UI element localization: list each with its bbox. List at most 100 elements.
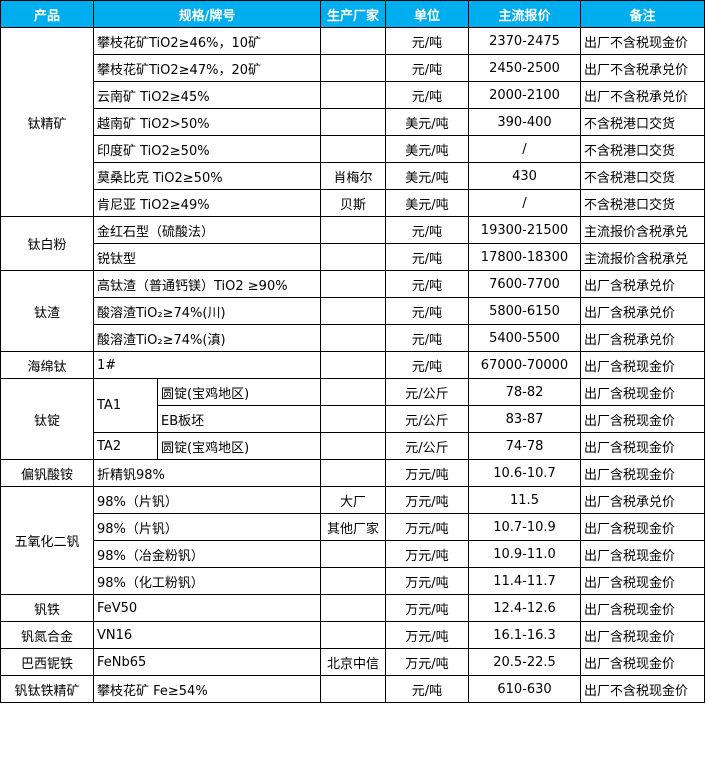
price-cell: 20.5-22.5: [468, 648, 581, 676]
price-cell: 83-87: [468, 405, 581, 433]
table-row: 钛锭 TA1 圆锭(宝鸡地区) 元/公斤 78-82 出厂含税现金价: [0, 378, 705, 460]
maker-cell: 贝斯: [320, 189, 386, 217]
unit-cell: 元/吨: [385, 54, 469, 82]
price-cell: 11.4-11.7: [468, 567, 581, 595]
spec-cell: 锐钛型: [93, 243, 321, 271]
maker-cell: [320, 297, 386, 325]
spec-cell: 1#: [93, 351, 321, 379]
spec-cell: 酸溶渣TiO₂≥74%(川): [93, 297, 321, 325]
maker-cell: [320, 675, 386, 703]
spec-cell: 印度矿 TiO2≥50%: [93, 135, 321, 163]
product-cell: 钛渣: [0, 270, 94, 352]
unit-cell: 元/公斤: [385, 378, 469, 406]
header-cell: 备注: [580, 0, 705, 28]
maker-cell: 北京中信: [320, 648, 386, 676]
note-cell: 出厂不含税现金价: [580, 27, 705, 55]
unit-cell: 元/公斤: [385, 432, 469, 460]
maker-cell: 肖梅尔: [320, 162, 386, 190]
maker-cell: 其他厂家: [320, 513, 386, 541]
price-cell: 2000-2100: [468, 81, 581, 109]
unit-cell: 元/吨: [385, 216, 469, 244]
table-row: 五氧化二钒 98%（片钒） 大厂 万元/吨 11.5 出厂含税承兑价: [0, 486, 705, 595]
maker-cell: [320, 351, 386, 379]
maker-cell: [320, 270, 386, 298]
table-row: 98%（冶金粉钒） 万元/吨 10.9-11.0 出厂含税现金价: [1, 540, 705, 568]
spec-cell: 圆锭(宝鸡地区): [157, 378, 321, 406]
table-row: 印度矿 TiO2≥50% 美元/吨 / 不含税港口交货: [1, 135, 705, 163]
spec-cell: 攀枝花矿 Fe≥54%: [93, 675, 321, 703]
maker-cell: [320, 378, 386, 406]
note-cell: 出厂含税现金价: [580, 378, 705, 406]
unit-cell: 元/吨: [385, 270, 469, 298]
note-cell: 出厂含税现金价: [580, 621, 705, 649]
unit-cell: 万元/吨: [385, 621, 469, 649]
note-cell: 出厂含税承兑价: [580, 486, 705, 514]
note-cell: 不含税港口交货: [580, 108, 705, 136]
price-table: 产品 规格/牌号 生产厂家 单位 主流报价 备注 钛精矿 攀枝花矿TiO2≥46%，10矿元…: [0, 0, 705, 703]
table-row: 海绵钛 1# 元/吨 67000-70000 出厂含税现金价: [0, 351, 705, 379]
table-row: 98%（片钒） 其他厂家 万元/吨 10.7-10.9 出厂含税现金价: [1, 513, 705, 541]
price-cell: 5800-6150: [468, 297, 581, 325]
price-cell: 17800-18300: [468, 243, 581, 271]
note-cell: 主流报价含税承兑: [580, 243, 705, 271]
product-cell: 钛锭: [0, 378, 94, 460]
spec-cell: 莫桑比克 TiO2≥50%: [93, 162, 321, 190]
note-cell: 出厂含税现金价: [580, 432, 705, 460]
maker-cell: [320, 540, 386, 568]
product-cell: 海绵钛: [0, 351, 94, 379]
spec-cell: 攀枝花矿TiO2≥47%，20矿: [93, 54, 321, 82]
price-cell: 10.7-10.9: [468, 513, 581, 541]
maker-cell: [320, 405, 386, 433]
header-cell: 主流报价: [468, 0, 581, 28]
note-cell: 出厂不含税现金价: [580, 675, 705, 703]
note-cell: 出厂不含税承兑价: [580, 54, 705, 82]
spec-cell: 圆锭(宝鸡地区): [157, 432, 321, 460]
table-row: 钛白粉 金红石型（硫酸法） 元/吨 19300-21500 主流报价含税承兑: [0, 216, 705, 271]
maker-cell: [320, 567, 386, 595]
unit-cell: 元/吨: [385, 324, 469, 352]
table-row: 酸溶渣TiO₂≥74%(滇) 元/吨 5400-5500 出厂含税承兑价: [1, 324, 705, 352]
spec-cell: 金红石型（硫酸法）: [93, 216, 321, 244]
note-cell: 出厂含税现金价: [580, 594, 705, 622]
table-row: 酸溶渣TiO₂≥74%(川) 元/吨 5800-6150 出厂含税承兑价: [1, 297, 705, 325]
price-cell: 390-400: [468, 108, 581, 136]
unit-cell: 美元/吨: [385, 135, 469, 163]
header-cell: 单位: [385, 0, 469, 28]
note-cell: 出厂含税现金价: [580, 540, 705, 568]
unit-cell: 元/吨: [385, 351, 469, 379]
unit-cell: 元/吨: [385, 297, 469, 325]
spec-cell: 云南矿 TiO2≥45%: [93, 81, 321, 109]
product-cell: 钒铁: [0, 594, 94, 622]
unit-cell: 万元/吨: [385, 567, 469, 595]
maker-cell: 大厂: [320, 486, 386, 514]
price-cell: /: [468, 189, 581, 217]
maker-cell: [320, 594, 386, 622]
note-cell: 出厂含税现金价: [580, 513, 705, 541]
maker-cell: [320, 54, 386, 82]
header-cell: 产品: [0, 0, 94, 28]
price-cell: /: [468, 135, 581, 163]
table-row: 98%（化工粉钒） 万元/吨 11.4-11.7 出厂含税现金价: [1, 567, 705, 595]
unit-cell: 万元/吨: [385, 540, 469, 568]
spec-cell: 酸溶渣TiO₂≥74%(滇): [93, 324, 321, 352]
note-cell: 主流报价含税承兑: [580, 216, 705, 244]
price-cell: 2450-2500: [468, 54, 581, 82]
spec-cell: 越南矿 TiO2>50%: [93, 108, 321, 136]
note-cell: 出厂含税现金价: [580, 459, 705, 487]
note-cell: 出厂含税现金价: [580, 405, 705, 433]
note-cell: 出厂含税现金价: [580, 567, 705, 595]
grade-cell: TA1: [93, 378, 158, 433]
table-row: 钒钛铁精矿 攀枝花矿 Fe≥54% 元/吨 610-630 出厂不含税现金价: [0, 675, 705, 703]
price-cell: 78-82: [468, 378, 581, 406]
note-cell: 出厂含税承兑价: [580, 270, 705, 298]
table-row: 越南矿 TiO2>50% 美元/吨 390-400 不含税港口交货: [1, 108, 705, 136]
unit-cell: 元/公斤: [385, 405, 469, 433]
product-cell: 钒氮合金: [0, 621, 94, 649]
spec-cell: 98%（片钒）: [93, 513, 321, 541]
price-cell: 67000-70000: [468, 351, 581, 379]
table-row: 莫桑比克 TiO2≥50% 肖梅尔 美元/吨 430 不含税港口交货: [1, 162, 705, 190]
product-cell: 钛精矿: [0, 27, 94, 217]
table-row: 钒铁 FeV50 万元/吨 12.4-12.6 出厂含税现金价: [0, 594, 705, 622]
unit-cell: 万元/吨: [385, 513, 469, 541]
